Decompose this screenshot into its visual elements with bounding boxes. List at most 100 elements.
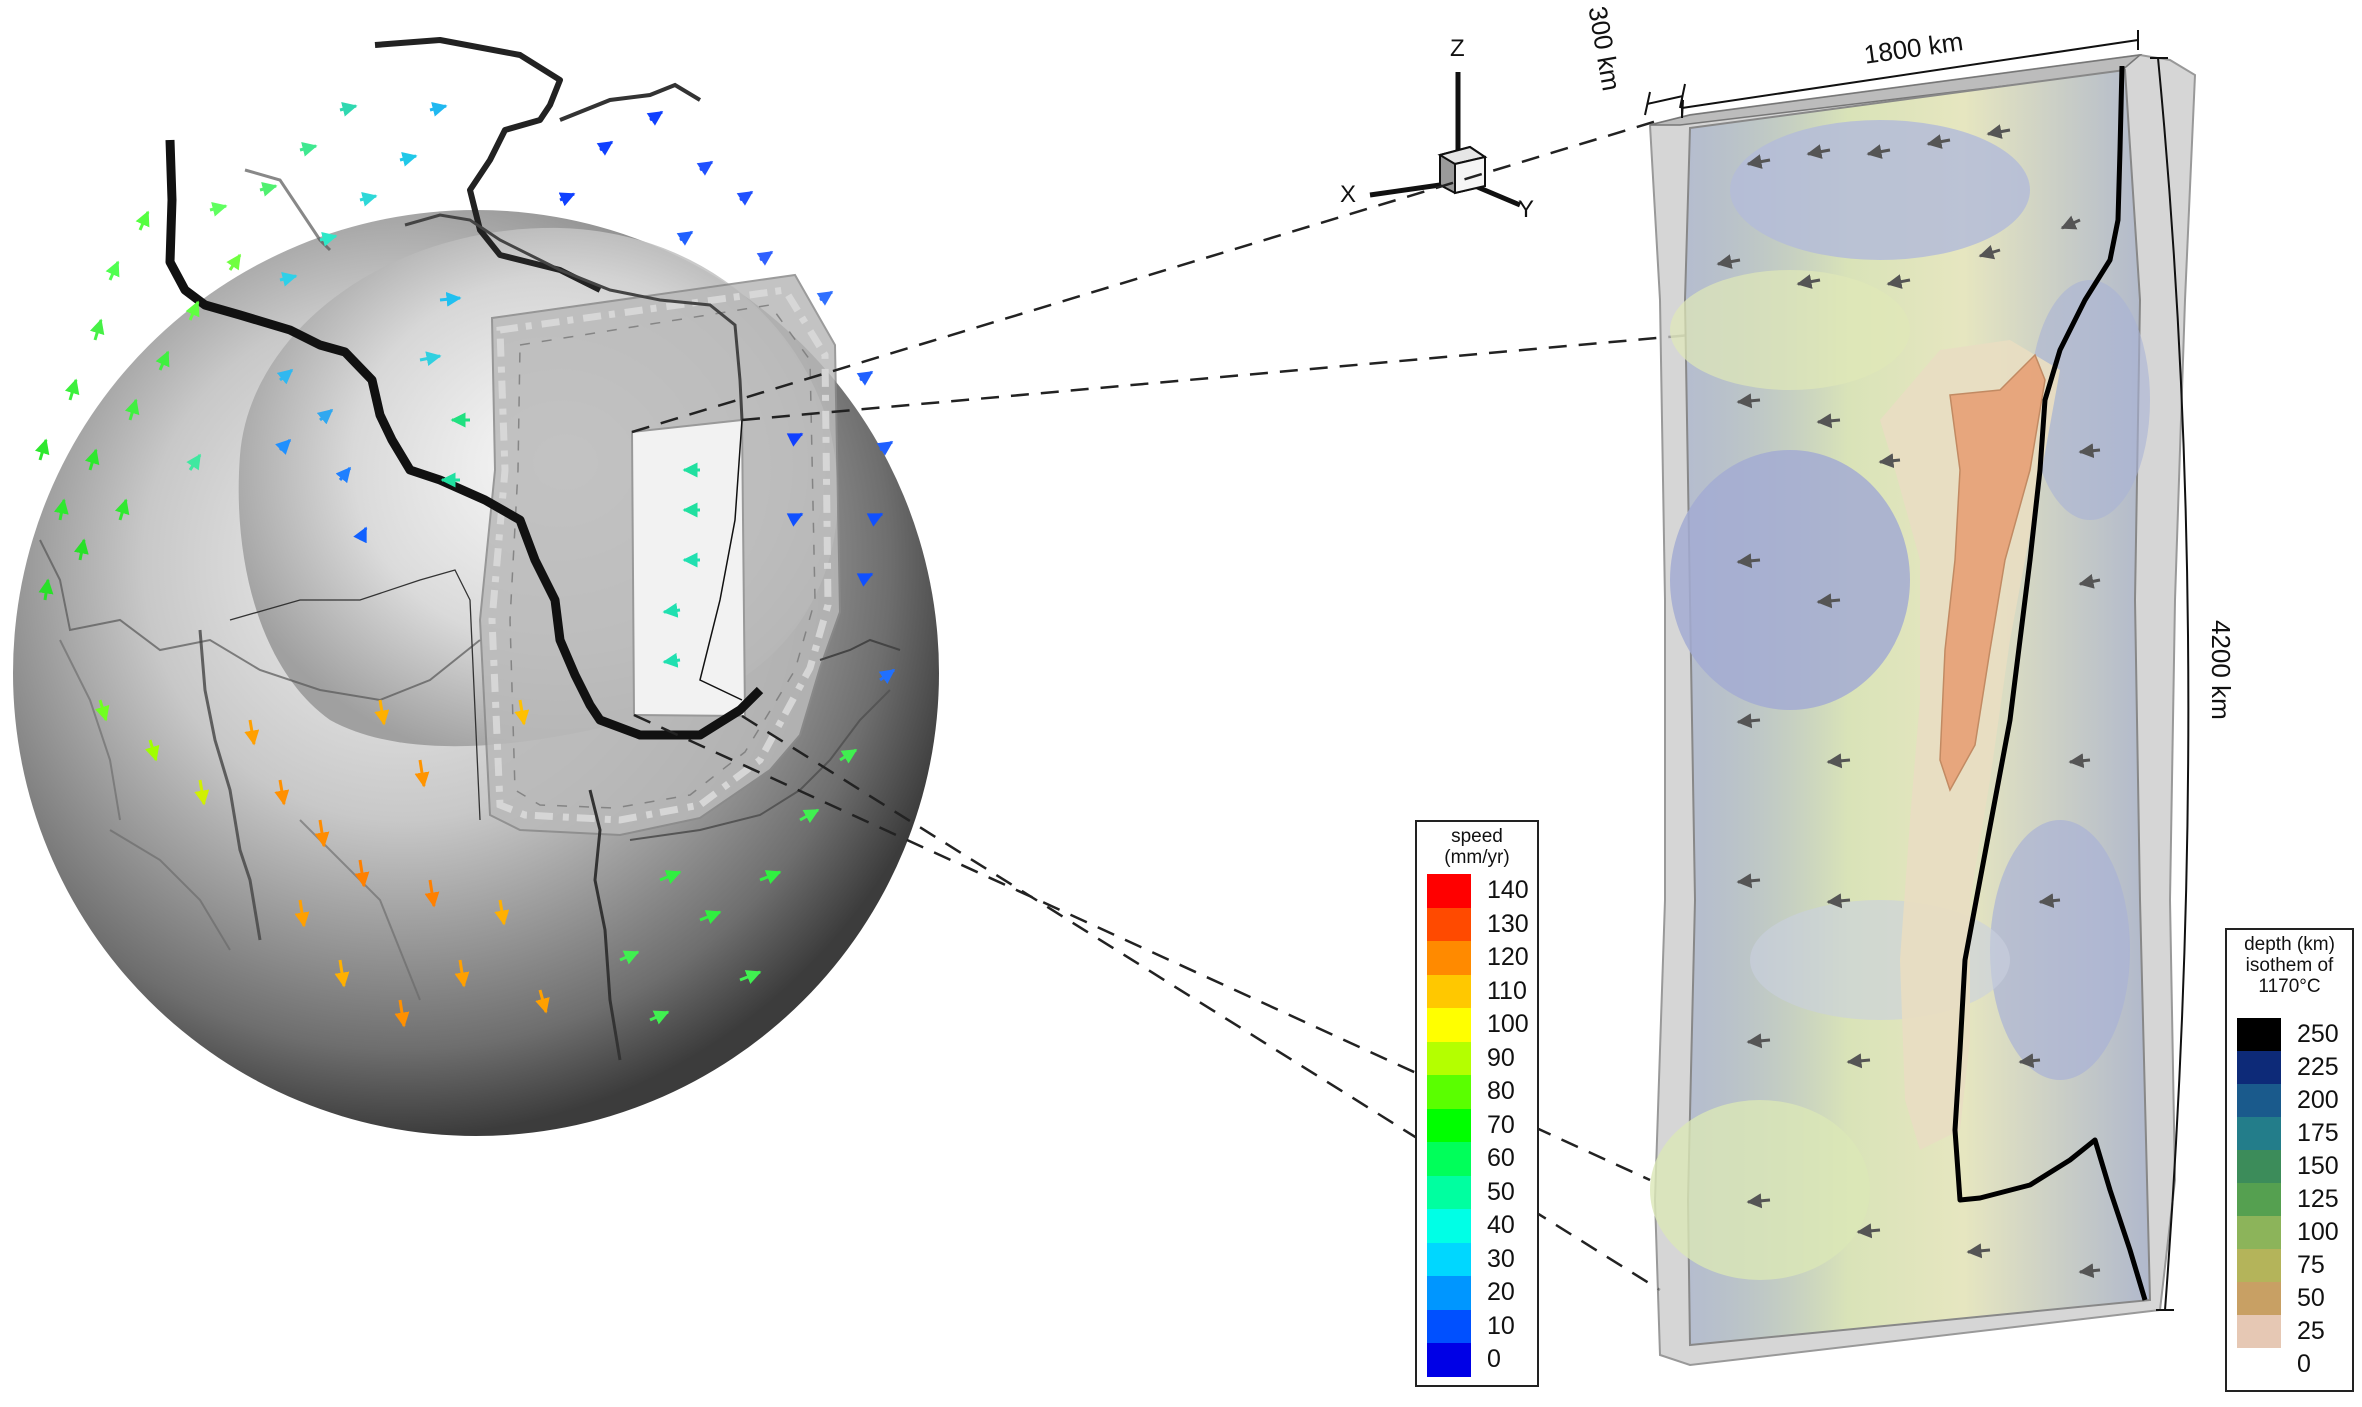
speed-legend-row: 140 [1417,874,1537,908]
depth-legend-swatch [2237,1348,2281,1381]
speed-legend-value: 50 [1487,1177,1515,1206]
depth-legend: depth (km) isothem of 1170°C 250 225 200 17… [2225,928,2354,1392]
depth-legend-title-2: isothem of [2245,955,2334,976]
speed-legend-swatch [1427,1041,1471,1075]
speed-legend-title-2: (mm/yr) [1444,847,1510,868]
depth-legend-value: 200 [2297,1086,2339,1114]
depth-legend-swatch [2237,1183,2281,1216]
speed-legend-swatch [1427,941,1471,975]
depth-legend-row: 175 [2227,1117,2352,1150]
speed-legend-swatch [1427,1242,1471,1276]
speed-legend-swatch [1427,1075,1471,1109]
depth-legend-row: 50 [2227,1282,2352,1315]
speed-legend-row: 80 [1417,1075,1537,1109]
speed-legend-swatch [1427,874,1471,908]
speed-legend-row: 90 [1417,1041,1537,1075]
globe [13,37,939,1136]
speed-legend-swatch [1427,1343,1471,1377]
depth-legend-swatch [2237,1018,2281,1051]
speed-legend-row: 130 [1417,907,1537,941]
depth-legend-row: 125 [2227,1183,2352,1216]
speed-legend-value: 110 [1487,976,1527,1005]
speed-legend-value: 40 [1487,1211,1515,1239]
speed-legend-value: 120 [1487,943,1529,971]
depth-legend-value: 50 [2297,1284,2325,1312]
speed-legend-row: 60 [1417,1142,1537,1176]
depth-legend-value: 25 [2297,1317,2325,1345]
speed-legend-row: 10 [1417,1309,1537,1343]
speed-legend-swatch [1427,974,1471,1008]
depth-legend-swatch [2237,1117,2281,1150]
speed-legend-row: 30 [1417,1242,1537,1276]
axis-label-z: Z [1450,35,1465,62]
depth-legend-value: 75 [2297,1251,2325,1279]
speed-legend-value: 90 [1487,1043,1515,1072]
speed-legend-swatch [1427,1276,1471,1310]
depth-legend-value: 125 [2297,1185,2339,1213]
depth-legend-title-1: depth (km) [2244,934,2335,955]
speed-legend-row: 70 [1417,1108,1537,1142]
speed-legend-row: 0 [1417,1343,1537,1377]
speed-legend-value: 60 [1487,1144,1515,1172]
speed-legend-swatch [1427,1209,1471,1243]
depth-legend-row: 150 [2227,1150,2352,1183]
speed-legend-value: 80 [1487,1077,1515,1105]
depth-legend-value: 0 [2297,1350,2311,1378]
depth-legend-swatch [2237,1084,2281,1117]
plate-boundary-major [165,139,764,740]
speed-legend: speed (mm/yr) 140 130 120 110 100 90 80 70 60 50 4… [1415,820,1539,1387]
length-dimension-label: 4200 km [2206,620,2236,720]
axis-label-y: Y [1518,196,1535,223]
dimension-brackets [1644,30,2190,1311]
speed-legend-row: 100 [1417,1008,1537,1042]
speed-legend-value: 10 [1487,1311,1515,1340]
speed-legend-swatch [1427,1175,1471,1209]
velocity-arrows [34,101,896,1028]
depth-legend-row: 225 [2227,1051,2352,1084]
regional-box [1648,53,2197,1367]
speed-legend-row: 120 [1417,941,1537,975]
speed-legend-swatch [1427,1008,1471,1042]
speed-legend-value: 70 [1487,1110,1515,1139]
speed-legend-title-1: speed [1451,826,1503,847]
depth-legend-row: 200 [2227,1084,2352,1117]
speed-legend-swatch [1427,1142,1471,1176]
speed-legend-swatch [1427,1108,1471,1142]
speed-legend-swatch [1427,907,1471,941]
depth-legend-row: 250 [2227,1018,2352,1051]
depth-legend-value: 175 [2297,1119,2339,1147]
speed-legend-value: 130 [1487,909,1529,938]
speed-legend-value: 30 [1487,1244,1515,1273]
depth-legend-swatch [2237,1150,2281,1183]
depth-legend-row: 25 [2227,1315,2352,1348]
model-window [630,418,747,718]
depth-legend-swatch [2237,1282,2281,1315]
box-plate-boundary [1952,65,2148,1301]
speed-legend-value: 0 [1487,1345,1501,1373]
depth-legend-row: 100 [2227,1216,2352,1249]
depth-legend-value: 150 [2297,1152,2339,1180]
speed-legend-row: 40 [1417,1209,1537,1243]
depth-legend-row: 75 [2227,1249,2352,1282]
depth-legend-value: 250 [2297,1020,2339,1048]
shallow-isotherm-zone [1939,353,2046,792]
depth-legend-value: 100 [2297,1218,2339,1246]
axis-label-x: X [1340,181,1357,208]
speed-legend-row: 110 [1417,974,1537,1008]
depth-legend-row: 0 [2227,1348,2352,1381]
speed-legend-row: 20 [1417,1276,1537,1310]
speed-legend-value: 140 [1487,876,1529,904]
depth-legend-value: 225 [2297,1053,2339,1081]
depth-legend-swatch [2237,1051,2281,1084]
depth-legend-swatch [2237,1249,2281,1282]
speed-legend-value: 20 [1487,1278,1515,1306]
speed-legend-row: 50 [1417,1175,1537,1209]
speed-legend-value: 100 [1487,1010,1529,1038]
depth-legend-swatch [2237,1216,2281,1249]
speed-legend-swatch [1427,1309,1471,1343]
depth-legend-title-3: 1170°C [2258,976,2321,997]
depth-legend-swatch [2237,1315,2281,1348]
axes-triad [1369,72,1521,208]
